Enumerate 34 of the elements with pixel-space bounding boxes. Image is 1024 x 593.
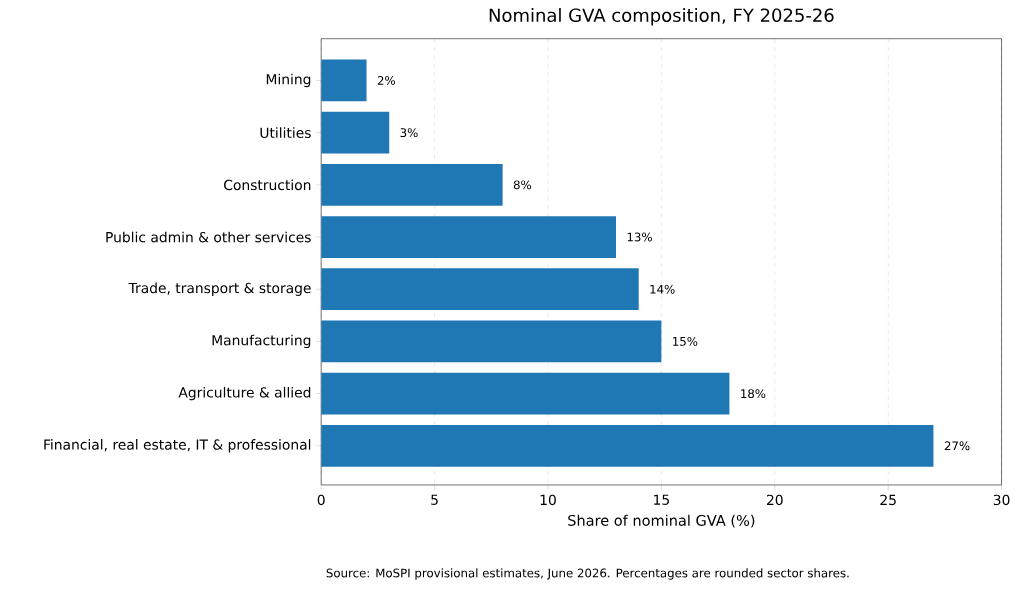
y-tick-label: Manufacturing [212, 334, 311, 349]
x-tick-label: 15 [654, 494, 669, 505]
data-label: 2% [377, 76, 395, 85]
bar [321, 268, 639, 311]
x-tick-label: 25 [880, 494, 896, 506]
bar [321, 372, 730, 415]
y-tick-label: Construction [224, 179, 311, 191]
x-tick-label: 10 [540, 494, 556, 506]
y-tick-label: Trade, transport & storage [128, 282, 311, 296]
x-tick-label: 5 [431, 494, 438, 505]
data-label: 27% [944, 441, 970, 451]
x-tick-label: 30 [993, 494, 1010, 506]
data-label: 8% [513, 180, 532, 190]
bar [321, 111, 390, 154]
bar [321, 320, 662, 363]
y-tick-label: Agriculture & allied [178, 386, 311, 401]
y-tick-label: Mining [266, 73, 311, 88]
data-label: 13% [627, 232, 652, 242]
data-label: 18% [741, 389, 766, 399]
data-label: 14% [650, 284, 675, 294]
source-note: Source: MoSPI provisional estimates, June 2026. Percentages are rounded sector shares. [326, 568, 849, 580]
x-tick-label: 20 [766, 494, 783, 506]
x-axis-title: Share of nominal GVA (%) [568, 514, 755, 528]
data-label: 3% [400, 128, 418, 138]
data-label: 15% [673, 336, 698, 346]
y-tick-label: Utilities [260, 127, 311, 138]
chart-title: Nominal GVA composition, FY 2025-26 [489, 8, 834, 26]
y-tick-label: Financial, real estate, IT & professional [44, 439, 311, 453]
bar [321, 216, 617, 258]
bar [321, 424, 934, 467]
bar [321, 59, 367, 102]
x-tick-label: 0 [317, 494, 325, 506]
y-tick-label: Public admin & other services [106, 231, 311, 243]
bar [321, 163, 503, 206]
